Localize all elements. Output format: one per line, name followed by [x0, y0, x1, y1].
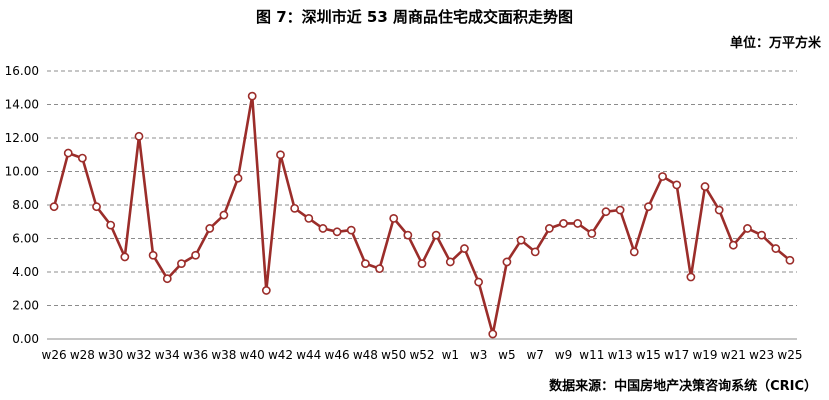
- data-point: [332, 227, 342, 237]
- x-tick-label: w17: [664, 348, 689, 362]
- x-tick-label: w23: [749, 348, 774, 362]
- data-point: [601, 207, 611, 217]
- x-tick-label: w1: [442, 348, 459, 362]
- data-point: [92, 202, 101, 212]
- x-tick-label: w32: [126, 348, 151, 362]
- data-point: [743, 224, 752, 233]
- gridlines: [47, 70, 797, 340]
- x-tick-label: w42: [268, 348, 293, 362]
- data-point: [728, 240, 738, 250]
- data-point: [658, 172, 667, 181]
- data-point: [106, 220, 116, 230]
- data-point: [417, 259, 427, 269]
- y-tick-label: 6.00: [12, 232, 39, 246]
- data-point: [403, 230, 413, 240]
- data-point: [530, 247, 540, 257]
- data-point: [63, 148, 73, 158]
- series-path: [52, 94, 791, 336]
- x-tick-label: w25: [777, 348, 802, 362]
- x-tick-label: w26: [42, 348, 67, 362]
- y-tick-label: 14.00: [5, 98, 39, 112]
- data-point: [615, 205, 625, 215]
- y-tick-label: 2.00: [12, 299, 39, 313]
- y-tick-label: 0.00: [12, 332, 39, 346]
- data-point: [346, 225, 356, 235]
- y-tick-label: 16.00: [5, 64, 39, 78]
- x-tick-label: w9: [555, 348, 572, 362]
- x-tick-label: w7: [526, 348, 543, 362]
- x-tick-label: w40: [240, 348, 265, 362]
- data-point: [573, 219, 583, 228]
- x-tick-label: w13: [608, 348, 633, 362]
- data-point: [49, 202, 59, 212]
- x-tick-label: w38: [211, 348, 236, 362]
- data-point: [516, 235, 526, 245]
- x-tick-label: w19: [692, 348, 717, 362]
- data-point: [191, 250, 200, 260]
- data-point: [785, 255, 795, 265]
- data-point: [686, 272, 696, 282]
- y-tick-label: 12.00: [5, 131, 39, 145]
- data-point: [488, 329, 498, 339]
- data-point: [318, 224, 328, 233]
- data-point: [360, 259, 370, 269]
- x-tick-label: w44: [296, 348, 321, 362]
- data-point: [544, 224, 554, 233]
- unit-label: 单位：万平方米: [729, 36, 821, 51]
- data-point: [148, 250, 158, 260]
- data-point: [290, 203, 300, 213]
- data-point: [276, 150, 285, 160]
- data-point: [629, 247, 639, 257]
- data-point: [162, 274, 172, 284]
- y-axis: 0.00 2.00 4.00 6.00 8.00 10.00 12.00 14.00 16.00: [5, 64, 39, 346]
- x-tick-label: w36: [183, 348, 208, 362]
- data-point: [474, 277, 484, 287]
- x-tick-label: w3: [470, 348, 487, 362]
- data-point: [771, 244, 781, 253]
- x-tick-label: w52: [409, 348, 434, 362]
- x-tick-label: w30: [98, 348, 123, 362]
- data-point: [559, 219, 568, 228]
- x-tick-label: w28: [70, 348, 95, 362]
- data-point: [177, 259, 186, 269]
- x-tick-label: w21: [721, 348, 746, 362]
- x-tick-label: w11: [579, 348, 604, 362]
- data-point: [431, 230, 441, 240]
- data-source: 数据来源：中国房地产决策咨询系统（CRIC）: [549, 379, 817, 394]
- data-point: [219, 210, 229, 220]
- x-tick-label: w46: [325, 348, 350, 362]
- data-point: [700, 182, 710, 191]
- y-tick-label: 8.00: [12, 198, 39, 212]
- data-point: [261, 286, 271, 295]
- data-point: [587, 229, 597, 238]
- chart-title: 图 7：深圳市近 53 周商品住宅成交面积走势图: [256, 8, 573, 26]
- data-point: [389, 213, 399, 223]
- y-tick-label: 10.00: [5, 165, 39, 179]
- data-point: [502, 257, 512, 267]
- data-point: [120, 252, 130, 262]
- data-point: [672, 180, 682, 190]
- x-tick-label: w50: [381, 348, 406, 362]
- x-tick-label: w15: [636, 348, 661, 362]
- data-point: [233, 173, 243, 183]
- data-point: [205, 224, 215, 233]
- data-point: [134, 131, 144, 141]
- data-point: [445, 257, 455, 267]
- series-line: [49, 91, 795, 339]
- data-point: [757, 230, 767, 240]
- data-point: [375, 264, 384, 274]
- data-point: [247, 91, 257, 101]
- data-point: [460, 244, 469, 253]
- x-axis: w26 w28 w30 w32 w34 w36 w38 w40 w42 w44 w46 w48 w50 w…: [42, 348, 803, 362]
- data-point: [77, 153, 87, 163]
- data-point: [644, 202, 653, 212]
- data-point: [714, 205, 724, 215]
- x-tick-label: w34: [155, 348, 180, 362]
- data-point: [304, 213, 314, 223]
- x-tick-label: w48: [353, 348, 378, 362]
- y-tick-label: 4.00: [12, 265, 39, 279]
- x-tick-label: w5: [498, 348, 515, 362]
